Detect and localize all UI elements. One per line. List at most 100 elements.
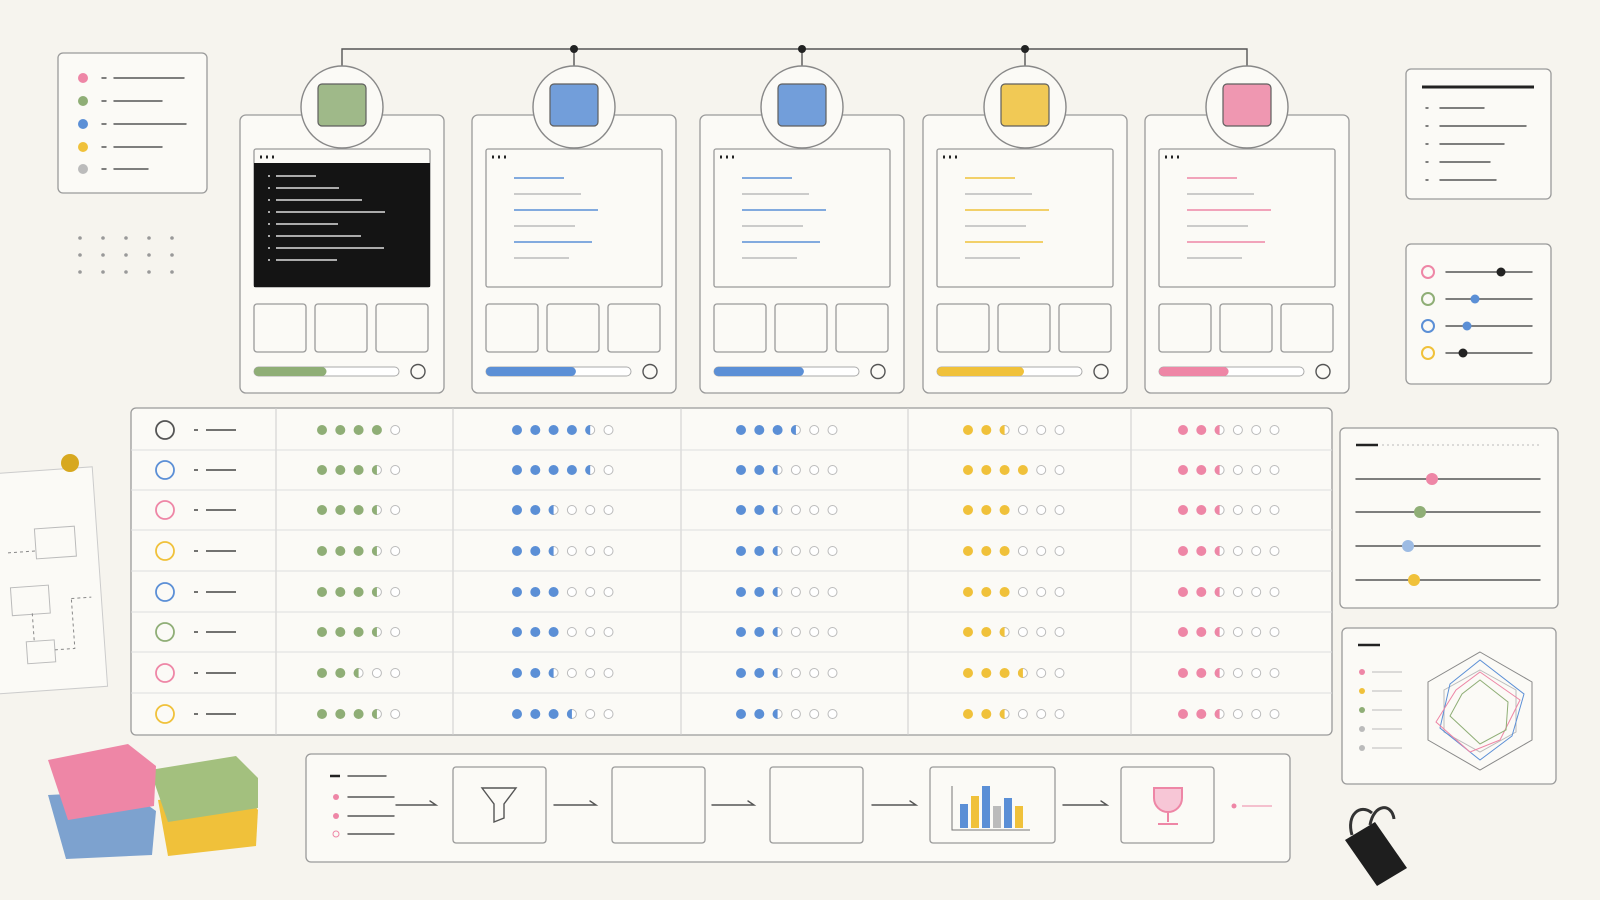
rating bbox=[1178, 627, 1280, 637]
dot-half bbox=[772, 709, 778, 719]
shape bbox=[150, 756, 258, 822]
shape bbox=[971, 796, 979, 828]
dot-full bbox=[736, 668, 746, 678]
dot-empty bbox=[566, 546, 577, 556]
shape bbox=[333, 813, 339, 819]
dot-empty bbox=[1251, 465, 1262, 475]
dot-full bbox=[754, 425, 765, 435]
progress-fill bbox=[1159, 367, 1229, 376]
dot-full bbox=[981, 505, 992, 515]
dot-empty bbox=[390, 709, 401, 719]
dot-empty bbox=[1232, 425, 1243, 435]
dot-full bbox=[353, 709, 364, 719]
progress-fill bbox=[937, 367, 1024, 376]
dot-empty bbox=[1269, 425, 1280, 435]
dot-empty bbox=[790, 546, 801, 556]
dot-full bbox=[317, 546, 327, 556]
shape bbox=[78, 164, 88, 174]
rating bbox=[512, 546, 614, 556]
dot-full bbox=[999, 587, 1010, 597]
dot-empty bbox=[390, 546, 401, 556]
dot-full bbox=[530, 709, 541, 719]
dot-half bbox=[772, 505, 778, 515]
dot-empty bbox=[603, 709, 614, 719]
shape bbox=[1445, 271, 1533, 354]
dot-empty bbox=[1269, 465, 1280, 475]
rating bbox=[736, 546, 838, 556]
dot-half bbox=[566, 709, 572, 719]
progress-fill bbox=[714, 367, 804, 376]
tool-card bbox=[699, 65, 905, 394]
dot bbox=[78, 270, 82, 274]
dot-full bbox=[353, 627, 364, 637]
rating bbox=[1178, 668, 1280, 678]
dot-full bbox=[353, 505, 364, 515]
dot-empty bbox=[1054, 425, 1065, 435]
dot-full bbox=[548, 709, 559, 719]
dot-half bbox=[999, 627, 1005, 637]
dot-empty bbox=[390, 425, 401, 435]
dot bbox=[147, 236, 151, 240]
dot-full bbox=[548, 587, 559, 597]
dot-full bbox=[353, 425, 364, 435]
dot-empty bbox=[1251, 587, 1262, 597]
rating bbox=[963, 465, 1065, 475]
dot-half bbox=[1214, 505, 1220, 515]
dot-half bbox=[790, 425, 796, 435]
shape bbox=[1426, 473, 1438, 485]
row-icon bbox=[155, 541, 175, 561]
dot-empty bbox=[1232, 587, 1243, 597]
dot-full bbox=[353, 465, 364, 475]
shape bbox=[1405, 243, 1552, 385]
rating bbox=[963, 587, 1065, 597]
dot-full bbox=[1178, 505, 1188, 515]
dot-full bbox=[1196, 425, 1207, 435]
rating bbox=[736, 709, 838, 719]
shape bbox=[1421, 346, 1435, 360]
dot-empty bbox=[585, 709, 596, 719]
dot-empty bbox=[827, 425, 838, 435]
dot bbox=[124, 236, 128, 240]
rating bbox=[963, 627, 1065, 637]
tile bbox=[485, 303, 539, 353]
dot-full bbox=[736, 587, 746, 597]
dot-empty bbox=[790, 627, 801, 637]
dot-grid bbox=[78, 236, 174, 274]
shape bbox=[25, 639, 57, 665]
dot-empty bbox=[603, 425, 614, 435]
dot-half bbox=[371, 465, 377, 475]
dot-empty bbox=[1054, 546, 1065, 556]
tile bbox=[1158, 303, 1212, 353]
dot-empty bbox=[1017, 546, 1028, 556]
dot-full bbox=[512, 627, 522, 637]
dot-half bbox=[772, 668, 778, 678]
dot-empty bbox=[566, 627, 577, 637]
dot-full bbox=[1196, 668, 1207, 678]
shape bbox=[1443, 669, 1517, 753]
rating bbox=[317, 587, 401, 597]
dot-half bbox=[371, 709, 377, 719]
shape bbox=[33, 525, 77, 560]
dot-full bbox=[512, 425, 522, 435]
shape bbox=[78, 96, 88, 106]
dot-empty bbox=[1036, 546, 1047, 556]
dot-full bbox=[530, 425, 541, 435]
rating bbox=[736, 505, 838, 515]
dot-half bbox=[1214, 709, 1220, 719]
dot-full bbox=[530, 587, 541, 597]
dot-full bbox=[754, 546, 765, 556]
dot-half bbox=[1214, 465, 1220, 475]
dot bbox=[147, 253, 151, 257]
rating bbox=[736, 627, 838, 637]
dot-full bbox=[754, 587, 765, 597]
dot-empty bbox=[1017, 587, 1028, 597]
dot-full bbox=[1196, 546, 1207, 556]
dot bbox=[78, 253, 82, 257]
dot-half bbox=[548, 546, 554, 556]
dot-empty bbox=[809, 505, 820, 515]
shape bbox=[1015, 806, 1023, 828]
rating bbox=[736, 425, 838, 435]
tile bbox=[774, 303, 828, 353]
shape bbox=[7, 550, 92, 651]
shape bbox=[1439, 659, 1525, 761]
